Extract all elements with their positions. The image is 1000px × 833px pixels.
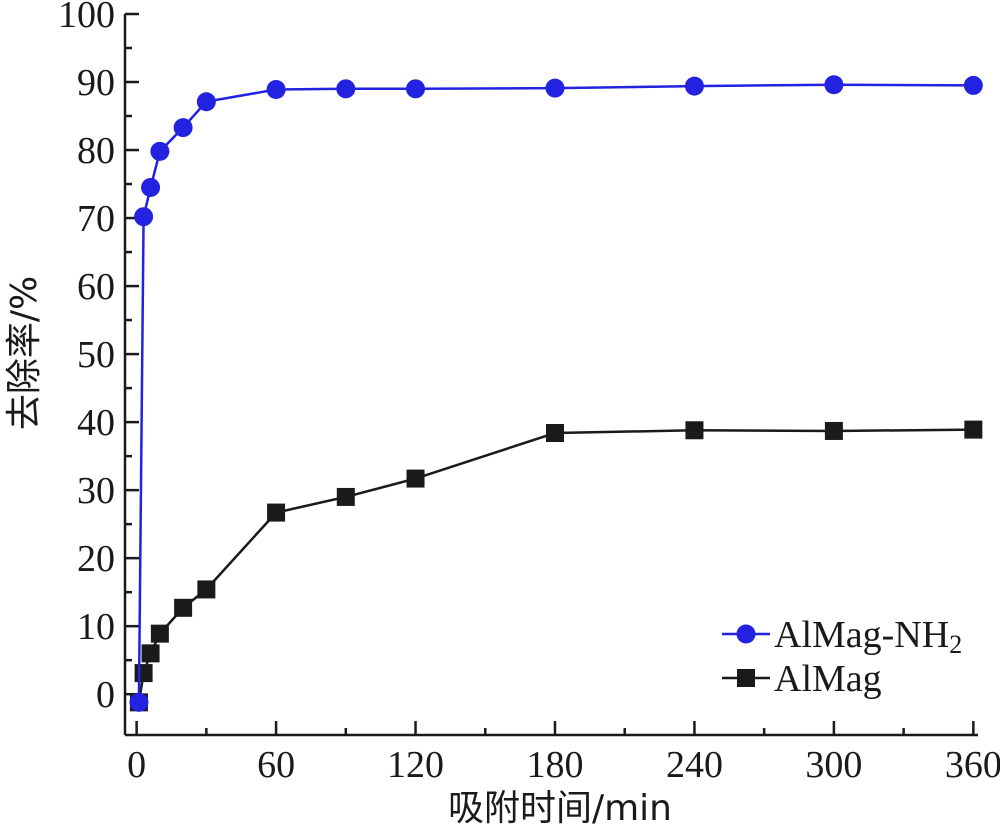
series-almag-nh xyxy=(129,75,983,712)
x-tick-label: 180 xyxy=(526,744,583,786)
y-tick-label: 100 xyxy=(58,0,115,36)
point-almag xyxy=(964,420,983,439)
x-tick-label: 360 xyxy=(945,744,1000,786)
point-almag xyxy=(336,487,355,506)
x-tick-label: 60 xyxy=(257,744,295,786)
point-almag-nh xyxy=(266,80,286,100)
legend-item-almag-nh: AlMag-NH2 xyxy=(722,614,962,659)
legend-label-almag: AlMag xyxy=(774,658,882,700)
point-almag xyxy=(141,644,160,663)
point-almag xyxy=(824,421,843,440)
point-almag-nh xyxy=(150,141,170,161)
point-almag-nh xyxy=(336,79,356,99)
point-almag-nh xyxy=(134,207,154,227)
line-almag-nh xyxy=(137,83,974,703)
point-almag xyxy=(174,598,193,617)
point-almag-nh xyxy=(141,177,161,197)
y-axis-title: 去除率/% xyxy=(4,276,45,430)
point-almag-nh xyxy=(406,79,426,99)
y-tick-label: 20 xyxy=(77,538,115,580)
y-tick-label: 70 xyxy=(77,198,115,240)
y-tick-label: 50 xyxy=(77,334,115,376)
point-almag-nh xyxy=(545,78,565,98)
y-tick-label: 0 xyxy=(96,674,115,716)
legend-item-almag: AlMag xyxy=(722,658,882,700)
point-almag-nh xyxy=(173,118,193,138)
axes: 0 10 20 30 40 50 60 70 80 90 100 0 60 120 180 240 300 360 xyxy=(58,0,1000,786)
point-almag xyxy=(134,664,153,683)
point-almag-nh xyxy=(196,92,216,112)
point-almag-nh xyxy=(963,75,983,95)
point-almag xyxy=(267,503,286,522)
legend-label-almag-nh: AlMag-NH2 xyxy=(774,614,962,659)
x-axis-title: 吸附时间/min xyxy=(448,788,672,829)
y-tick-label: 30 xyxy=(77,470,115,512)
point-almag-nh xyxy=(684,76,704,96)
point-almag xyxy=(685,421,704,440)
y-tick-label: 40 xyxy=(77,402,115,444)
y-tick-label: 90 xyxy=(77,62,115,104)
y-tick-label: 60 xyxy=(77,266,115,308)
series-layer xyxy=(129,75,983,712)
x-tick-label: 120 xyxy=(387,744,444,786)
point-almag xyxy=(406,469,425,488)
point-almag-nh xyxy=(824,75,844,95)
point-almag xyxy=(545,423,564,442)
y-tick-label: 10 xyxy=(77,606,115,648)
point-legend-almag xyxy=(737,669,755,687)
x-tick-label: 0 xyxy=(127,744,146,786)
x-tick-label: 240 xyxy=(666,744,723,786)
y-tick-label: 80 xyxy=(77,130,115,172)
series-almag xyxy=(129,420,983,712)
point-legend-almag-nh xyxy=(736,624,756,644)
x-tick-label: 300 xyxy=(805,744,862,786)
point-almag-nh xyxy=(129,692,149,712)
point-almag xyxy=(150,624,169,643)
point-almag xyxy=(197,580,216,599)
